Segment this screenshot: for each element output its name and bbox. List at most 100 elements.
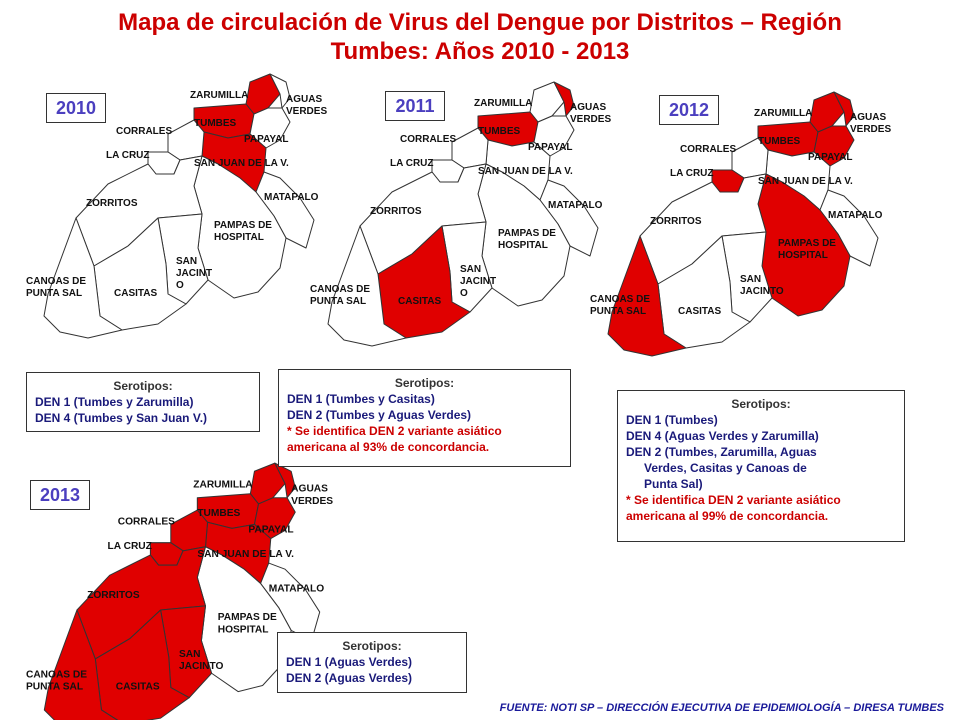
serotipo-line: DEN 4 (Aguas Verdes y Zarumilla) — [626, 429, 819, 443]
serotipo-line: DEN 4 (Tumbes y San Juan V.) — [35, 411, 208, 425]
serotipos-box-2012: Serotipos: DEN 1 (Tumbes) DEN 4 (Aguas V… — [617, 390, 905, 542]
district-label-corrales: CORRALES — [680, 144, 736, 155]
district-label-canoas1: CANOAS DE — [590, 294, 650, 305]
district-label-sanjac2: JACINTO — [740, 286, 784, 297]
serotipos-header: Serotipos: — [394, 376, 455, 390]
district-label-lacruz: LA CRUZ — [106, 150, 150, 161]
serotipo-line: DEN 1 (Tumbes y Casitas) — [287, 392, 435, 406]
district-label-papayal: PAPAYAL — [528, 142, 572, 153]
district-canoas — [43, 609, 119, 720]
district-label-sanjac2: JACINT — [176, 268, 212, 279]
district-label-sanjuan: SAN JUAN DE LA V. — [478, 166, 573, 177]
district-aguas-verdes — [274, 462, 296, 499]
district-label-aguas1: AGUAS — [291, 484, 328, 495]
district-label-canoas2: PUNTA SAL — [590, 306, 646, 317]
district-label-casitas: CASITAS — [114, 288, 157, 299]
district-label-sanjac1: SAN — [460, 264, 481, 275]
district-label-sanjac2: JACINT — [460, 276, 496, 287]
district-label-aguas1: AGUAS — [570, 102, 606, 113]
variant-note: * Se identifica DEN 2 variante asiático — [626, 493, 841, 507]
title-line-2: Tumbes: Años 2010 - 2013 — [330, 38, 630, 65]
district-canoas — [327, 225, 407, 347]
serotipo-line: DEN 2 (Tumbes y Aguas Verdes) — [287, 408, 472, 422]
district-label-sanjuan: SAN JUAN DE LA V. — [197, 549, 294, 560]
district-label-sanjac2: JACINTO — [179, 661, 224, 672]
serotipo-line: DEN 2 (Aguas Verdes) — [286, 671, 413, 685]
district-label-pampas1: PAMPAS DE — [214, 220, 272, 231]
district-label-zorritos: ZORRITOS — [370, 206, 422, 217]
district-label-papayal: PAPAYAL — [244, 134, 288, 145]
district-label-aguas1: AGUAS — [286, 94, 322, 105]
district-aguas-verdes — [833, 91, 855, 127]
district-canoas — [607, 235, 687, 357]
district-label-tumbes: TUMBES — [197, 508, 240, 519]
district-label-aguas2: VERDES — [850, 124, 891, 135]
page-title: Mapa de circulación de Virus del Dengue … — [40, 8, 920, 66]
district-label-canoas2: PUNTA SAL — [310, 296, 366, 307]
year-box-2012: 2012 — [659, 95, 719, 125]
district-label-papayal: PAPAYAL — [248, 524, 293, 535]
district-aguas-verdes — [269, 73, 291, 109]
district-label-tumbes: TUMBES — [194, 118, 237, 129]
district-label-canoas2: PUNTA SAL — [26, 682, 83, 693]
district-label-zarumilla: ZARUMILLA — [474, 98, 532, 109]
district-label-pampas2: HOSPITAL — [778, 250, 828, 261]
serotipos-box-2013: Serotipos: DEN 1 (Aguas Verdes) DEN 2 (A… — [277, 632, 467, 693]
district-label-pampas1: PAMPAS DE — [218, 612, 277, 623]
district-label-matapalo: MATAPALO — [264, 192, 319, 203]
district-label-aguas2: VERDES — [570, 114, 611, 125]
district-label-sanjac1: SAN — [179, 649, 201, 660]
district-label-pampas2: HOSPITAL — [498, 240, 548, 251]
district-label-lacruz: LA CRUZ — [670, 168, 714, 179]
serotipos-header: Serotipos: — [342, 639, 402, 653]
district-label-zorritos: ZORRITOS — [86, 198, 138, 209]
district-label-corrales: CORRALES — [400, 134, 456, 145]
district-label-canoas1: CANOAS DE — [26, 276, 86, 287]
district-label-sanjac1: SAN — [740, 274, 761, 285]
district-label-matapalo: MATAPALO — [548, 200, 603, 211]
district-label-corrales: CORRALES — [118, 516, 175, 527]
serotipos-header: Serotipos: — [731, 397, 791, 411]
year-box-2011: 2011 — [385, 91, 445, 121]
serotipo-line: DEN 1 (Aguas Verdes) — [286, 655, 413, 669]
district-canoas — [43, 217, 123, 339]
district-label-matapalo: MATAPALO — [828, 210, 883, 221]
district-label-casitas: CASITAS — [678, 306, 721, 317]
serotipo-line: DEN 1 (Tumbes) — [626, 413, 718, 427]
district-label-canoas1: CANOAS DE — [310, 284, 370, 295]
district-label-aguas2: VERDES — [291, 496, 333, 507]
serotipo-line: DEN 2 (Tumbes, Zarumilla, Aguas — [626, 445, 817, 459]
year-box-2010: 2010 — [46, 93, 106, 123]
district-label-aguas2: VERDES — [286, 106, 327, 117]
district-label-zarumilla: ZARUMILLA — [193, 480, 253, 491]
district-label-lacruz: LA CRUZ — [390, 158, 434, 169]
district-label-pampas1: PAMPAS DE — [778, 238, 836, 249]
serotipos-box-2010: Serotipos: DEN 1 (Tumbes y Zarumilla) DE… — [26, 372, 260, 432]
district-aguas-verdes — [553, 81, 575, 117]
variant-note: americana al 99% de concordancia. — [626, 509, 829, 523]
district-label-zarumilla: ZARUMILLA — [190, 90, 248, 101]
serotipo-line: Punta Sal) — [644, 477, 703, 491]
district-label-zorritos: ZORRITOS — [87, 590, 140, 601]
serotipos-box-2011: Serotipos: DEN 1 (Tumbes y Casitas) DEN … — [278, 369, 571, 467]
district-label-sanjuan: SAN JUAN DE LA V. — [194, 158, 289, 169]
district-label-sanjac1: SAN — [176, 256, 197, 267]
district-label-pampas1: PAMPAS DE — [498, 228, 556, 239]
district-label-pampas2: HOSPITAL — [218, 624, 269, 635]
variant-note: * Se identifica DEN 2 variante asiático — [287, 424, 502, 438]
district-label-sanjuan: SAN JUAN DE LA V. — [758, 176, 853, 187]
district-label-sanjac3: O — [176, 280, 184, 291]
district-label-pampas2: HOSPITAL — [214, 232, 264, 243]
title-line-1: Mapa de circulación de Virus del Dengue … — [118, 9, 842, 36]
year-box-2013: 2013 — [30, 480, 90, 510]
district-label-canoas1: CANOAS DE — [26, 669, 87, 680]
district-label-matapalo: MATAPALO — [269, 584, 325, 595]
district-label-corrales: CORRALES — [116, 126, 172, 137]
district-label-papayal: PAPAYAL — [808, 152, 852, 163]
district-label-zorritos: ZORRITOS — [650, 216, 702, 227]
serotipo-line: DEN 1 (Tumbes y Zarumilla) — [35, 395, 194, 409]
